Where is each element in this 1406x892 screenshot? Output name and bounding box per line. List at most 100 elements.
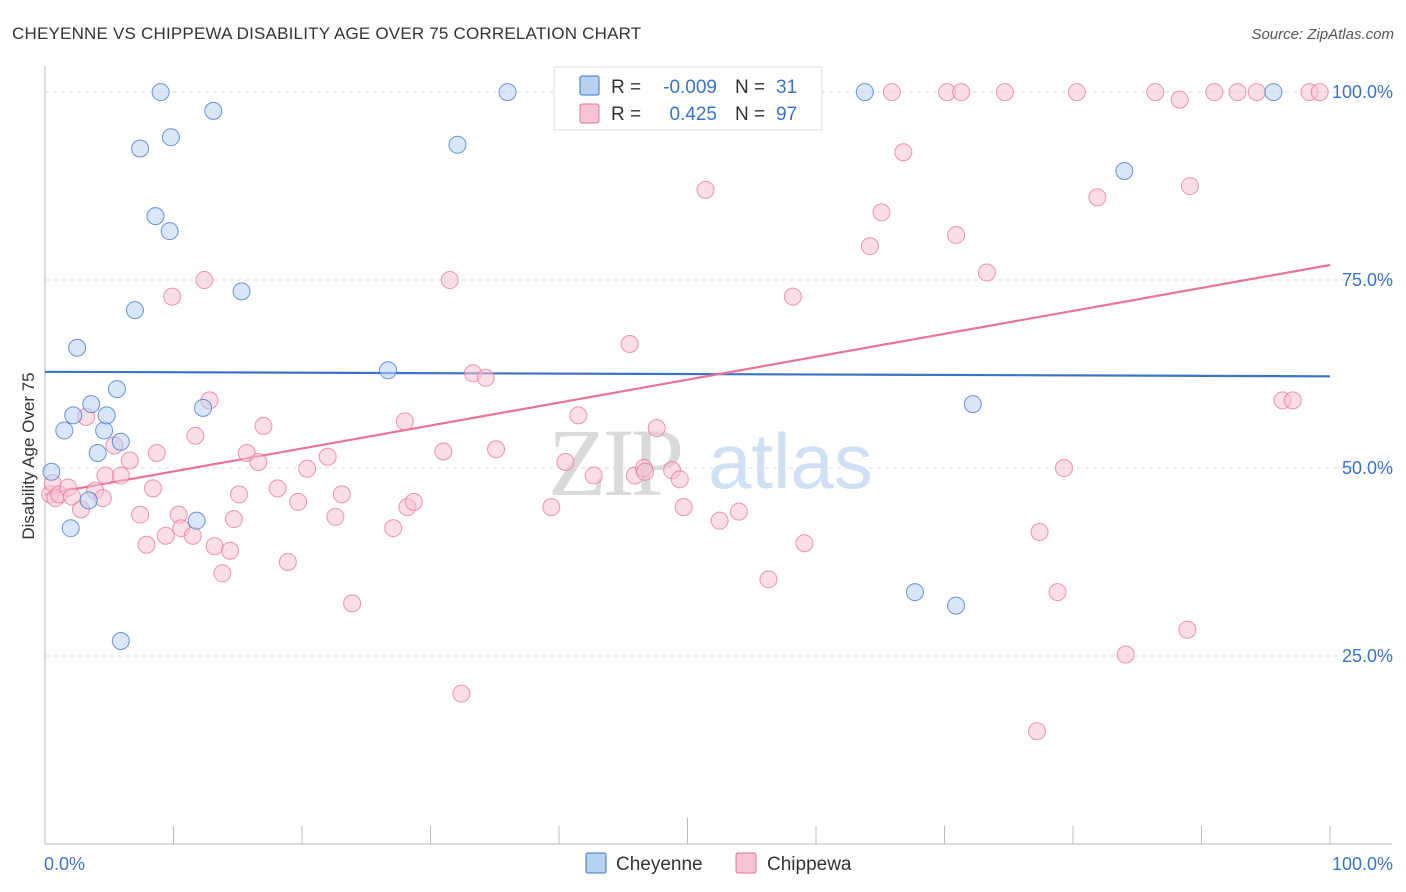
chippewa-point: [343, 594, 362, 613]
stats-r-label-chippewa: R =: [611, 104, 641, 125]
cheyenne-point: [131, 139, 150, 158]
x-tick-label: 0.0%: [44, 854, 85, 874]
chippewa-point: [96, 466, 115, 485]
chippewa-point: [186, 426, 205, 445]
chippewa-point: [195, 271, 214, 290]
stats-n-label-cheyenne: N =: [735, 77, 765, 98]
chippewa-point: [326, 507, 345, 526]
chippewa-point: [1180, 177, 1199, 196]
chippewa-point: [1028, 722, 1047, 741]
cheyenne-point: [151, 83, 170, 102]
chippewa-point: [452, 684, 471, 703]
legend-swatch-chippewa: [735, 852, 757, 874]
y-axis-label: Disability Age Over 75: [19, 372, 38, 539]
chippewa-point: [636, 462, 655, 481]
chippewa-point: [318, 447, 337, 466]
y-tick-label: 50.0%: [1342, 458, 1393, 478]
chippewa-point: [221, 541, 240, 560]
chippewa-point: [254, 416, 273, 435]
cheyenne-point: [125, 301, 144, 320]
cheyenne-point: [68, 338, 87, 357]
cheyenne-point: [204, 101, 223, 120]
chippewa-point: [230, 485, 249, 504]
chippewa-point: [584, 466, 603, 485]
chippewa-point: [882, 83, 901, 102]
chippewa-point: [278, 553, 297, 572]
y-tick-label: 75.0%: [1342, 270, 1393, 290]
chippewa-point: [213, 564, 232, 583]
cheyenne-point: [905, 583, 924, 602]
cheyenne-point: [146, 207, 165, 226]
cheyenne-point: [79, 491, 98, 510]
stats-n-value-chippewa: 97: [776, 104, 797, 125]
chippewa-point: [542, 498, 561, 517]
chippewa-point: [670, 470, 689, 489]
chippewa-point: [1067, 83, 1086, 102]
cheyenne-point: [42, 462, 61, 481]
stats-r-label-cheyenne: R =: [611, 77, 641, 98]
legend-swatch-cheyenne: [585, 852, 607, 874]
y-tick-label: 25.0%: [1342, 646, 1393, 666]
cheyenne-point: [160, 222, 179, 241]
chippewa-point: [298, 459, 317, 478]
cheyenne-point: [448, 135, 467, 154]
legend-label-cheyenne: Cheyenne: [616, 854, 703, 875]
cheyenne-point: [82, 395, 101, 414]
chippewa-point: [710, 511, 729, 530]
chippewa-point: [156, 526, 175, 545]
chippewa-point: [569, 406, 588, 425]
cheyenne-point: [88, 444, 107, 462]
cheyenne-point: [95, 421, 114, 440]
chippewa-point: [147, 444, 166, 462]
chippewa-point: [120, 451, 139, 470]
chippewa-point: [1228, 83, 1247, 102]
axes: [44, 66, 1392, 845]
cheyenne-point: [107, 380, 126, 399]
chippewa-point: [1116, 645, 1135, 664]
y-tick-label: 100.0%: [1332, 82, 1393, 102]
watermark-atlas: atlas: [708, 417, 873, 505]
chippewa-point: [1030, 522, 1049, 541]
chart-source: Source: ZipAtlas.com: [1251, 26, 1394, 43]
chippewa-point: [783, 287, 802, 306]
chippewa-point: [487, 440, 506, 459]
chippewa-point: [556, 453, 575, 472]
chippewa-point: [1283, 391, 1302, 410]
chippewa-point: [947, 225, 966, 244]
cheyenne-point: [97, 406, 116, 425]
cheyenne-point: [947, 596, 966, 615]
chippewa-point: [205, 537, 224, 556]
stats-swatch-chippewa: [579, 103, 600, 124]
chippewa-point: [1146, 83, 1165, 102]
chippewa-point: [289, 492, 308, 511]
legend-label-chippewa: Chippewa: [767, 854, 852, 875]
chippewa-point: [384, 519, 403, 538]
cheyenne-point: [111, 432, 130, 451]
stats-n-value-cheyenne: 31: [776, 77, 797, 98]
chippewa-point: [183, 526, 202, 545]
stats-legend: R = -0.009 N = 31 R = 0.425 N = 97: [553, 66, 823, 131]
stats-r-value-cheyenne: -0.009: [663, 77, 717, 98]
chippewa-point: [729, 502, 748, 521]
chippewa-point: [131, 505, 150, 524]
cheyenne-point: [232, 282, 251, 301]
x-tick-label: 100.0%: [1332, 854, 1393, 874]
chippewa-point: [1170, 90, 1189, 109]
cheyenne-point: [64, 406, 83, 425]
cheyenne-point: [55, 421, 74, 440]
chippewa-point: [674, 498, 693, 517]
cheyenne-point: [1264, 83, 1283, 102]
stats-swatch-cheyenne: [579, 75, 600, 96]
chippewa-point: [440, 271, 459, 290]
chippewa-point: [647, 419, 666, 438]
cheyenne-point: [187, 511, 206, 530]
chippewa-point: [952, 83, 971, 102]
chippewa-point: [434, 442, 453, 461]
chippewa-point: [872, 203, 891, 222]
chippewa-point: [795, 534, 814, 553]
chippewa-point: [404, 492, 423, 511]
chippewa-point: [249, 453, 268, 472]
cheyenne-point: [498, 83, 517, 102]
chippewa-point: [163, 287, 182, 306]
